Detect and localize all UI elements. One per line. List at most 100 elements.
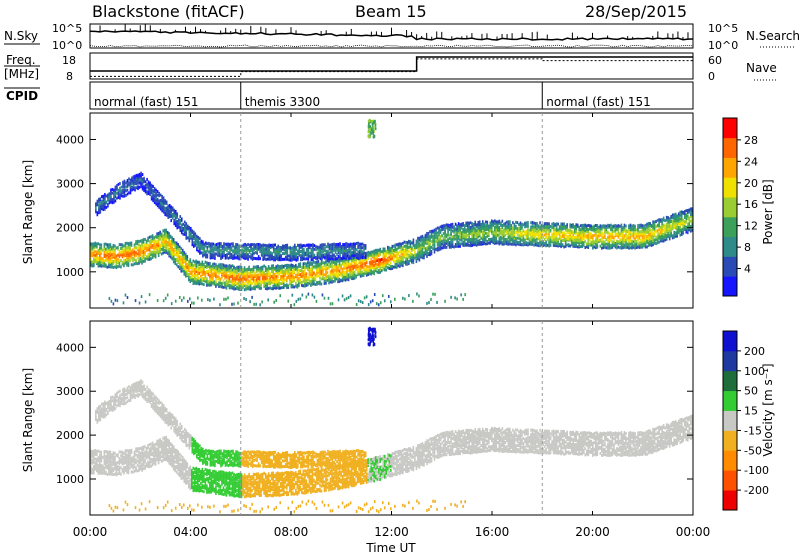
power-cell (295, 284, 297, 288)
power-cell (172, 255, 175, 259)
power-cell (385, 252, 388, 256)
power-cell (255, 275, 258, 279)
power-cell (206, 248, 209, 252)
power-cell (127, 259, 130, 263)
power-cell (393, 244, 395, 248)
power-cell (332, 257, 335, 261)
power-cell (652, 243, 654, 247)
power-cell (457, 240, 460, 244)
power-cell (472, 235, 475, 239)
power-cell (188, 239, 191, 243)
power-cell (224, 267, 226, 271)
power-cell (335, 268, 338, 272)
power-cell (181, 259, 184, 263)
power-cell (174, 222, 177, 226)
power-cell (216, 283, 219, 287)
power-cell (353, 255, 356, 259)
power-cell (585, 234, 588, 238)
power-cell (548, 222, 550, 226)
power-cell (377, 248, 380, 252)
power-cell (319, 247, 322, 251)
power-cell (184, 268, 187, 272)
power-cell (141, 251, 143, 255)
power-cell (507, 232, 510, 236)
power-cell (503, 242, 505, 246)
power-cell (399, 255, 401, 259)
power-cell (336, 247, 338, 251)
power-cell (291, 254, 293, 258)
power-cell (439, 230, 442, 234)
power-cell (599, 230, 602, 234)
power-cell (494, 238, 496, 242)
power-cell (142, 244, 145, 248)
power-cell (324, 249, 326, 253)
power-cell (124, 258, 127, 262)
power-cell (370, 259, 372, 263)
power-cell (346, 268, 348, 272)
power-cell (650, 236, 653, 240)
power-cell (315, 248, 317, 252)
power-cell (264, 279, 267, 283)
power-cell (162, 206, 165, 210)
power-cell (112, 253, 115, 257)
power-cell (617, 228, 620, 232)
power-cell (396, 247, 398, 251)
power-cell (229, 252, 231, 256)
power-cell (329, 262, 332, 266)
power-cell (551, 240, 553, 244)
power-cell (457, 224, 460, 228)
power-cell (305, 266, 308, 270)
power-cell (610, 244, 612, 248)
power-cell (480, 226, 483, 230)
power-cell (99, 264, 101, 268)
power-cell (543, 242, 546, 246)
power-cell (596, 240, 599, 244)
power-cell (187, 264, 190, 268)
power-cell (128, 191, 130, 195)
power-cell (272, 266, 275, 270)
power-cell (237, 273, 240, 277)
power-cell (239, 268, 241, 272)
power-cell (282, 272, 285, 276)
power-cell (466, 221, 469, 225)
power-cell (531, 241, 534, 245)
power-cell (466, 241, 469, 245)
power-cell (243, 272, 246, 276)
power-cell (585, 230, 588, 234)
power-cell (165, 250, 167, 254)
power-cell (386, 245, 389, 249)
power-cell (105, 253, 107, 257)
power-cell (397, 259, 400, 263)
power-cell (304, 282, 306, 286)
power-cell (250, 248, 252, 252)
power-cell (216, 274, 219, 278)
power-cell (126, 241, 128, 245)
power-cell (108, 199, 111, 203)
power-cell (623, 237, 626, 241)
power-cell (124, 244, 127, 248)
power-cell (468, 240, 470, 244)
power-cell (291, 252, 293, 256)
power-cell (557, 237, 559, 241)
power-cell (224, 276, 226, 280)
power-cell (277, 248, 280, 252)
power-cell (653, 232, 656, 236)
power-cell (304, 278, 306, 282)
power-cell (242, 270, 244, 274)
power-cell (117, 182, 120, 186)
power-cell (301, 258, 304, 262)
power-cell (373, 265, 376, 269)
power-cell (340, 257, 343, 261)
power-cell (481, 233, 484, 237)
power-cell (257, 267, 259, 271)
power-cell (321, 247, 323, 251)
power-cell (315, 255, 317, 259)
power-cell (116, 196, 118, 200)
power-cell (299, 274, 302, 278)
power-cell (179, 221, 182, 225)
power-cell (261, 267, 264, 271)
power-cell (421, 253, 424, 257)
power-cell (94, 241, 97, 245)
power-cell (210, 264, 213, 268)
power-cell (605, 228, 608, 232)
